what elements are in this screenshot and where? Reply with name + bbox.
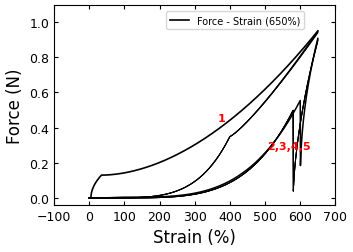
Force - Strain (650%) — [110, 173, 115, 176]
Force - Strain (650%) — [188, 146, 192, 149]
Legend: Force - Strain (650%): Force - Strain (650%) — [166, 12, 304, 30]
X-axis label: Strain (%): Strain (%) — [153, 229, 236, 246]
Force - Strain (650%) — [265, 86, 270, 89]
Force - Strain (650%) — [269, 82, 274, 85]
Force - Strain (650%) — [316, 30, 320, 33]
Text: 2,3,4,5: 2,3,4,5 — [267, 142, 310, 151]
Force - Strain (650%) — [180, 151, 184, 154]
Y-axis label: Force (N): Force (N) — [6, 68, 24, 143]
Line: Force - Strain (650%): Force - Strain (650%) — [89, 32, 318, 198]
Force - Strain (650%) — [244, 106, 248, 109]
Force - Strain (650%) — [87, 197, 91, 200]
Text: 1: 1 — [217, 114, 225, 123]
